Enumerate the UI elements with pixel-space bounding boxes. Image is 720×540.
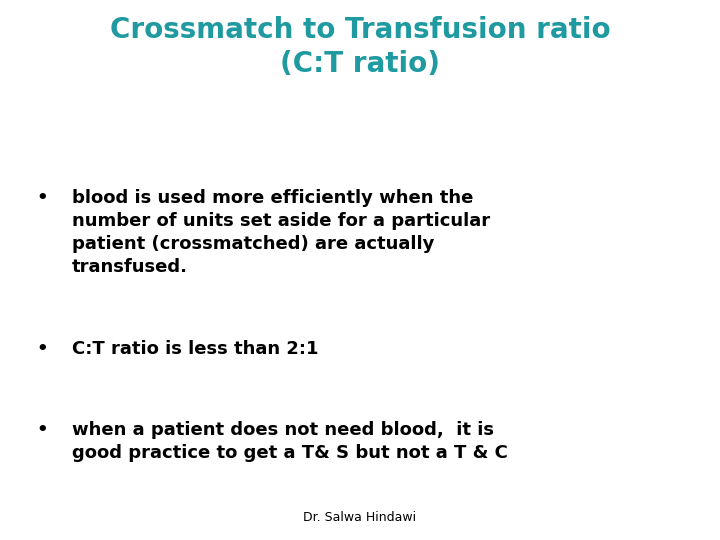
Text: •: •	[36, 189, 48, 207]
Text: blood is used more efficiently when the
number of units set aside for a particul: blood is used more efficiently when the …	[72, 189, 490, 276]
Text: Dr. Salwa Hindawi: Dr. Salwa Hindawi	[303, 511, 417, 524]
Text: •: •	[36, 340, 48, 358]
Text: when a patient does not need blood,  it is
good practice to get a T& S but not a: when a patient does not need blood, it i…	[72, 421, 508, 462]
Text: C:T ratio is less than 2:1: C:T ratio is less than 2:1	[72, 340, 318, 358]
Text: Crossmatch to Transfusion ratio
(C:T ratio): Crossmatch to Transfusion ratio (C:T rat…	[109, 16, 611, 78]
Text: •: •	[36, 421, 48, 439]
